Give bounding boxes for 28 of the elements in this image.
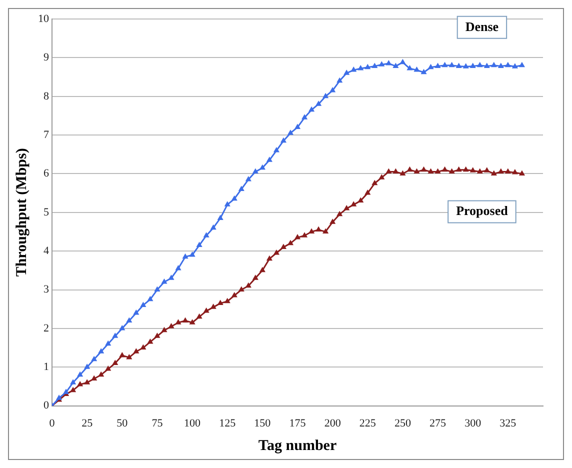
- x-tick-label: 300: [464, 417, 482, 430]
- y-tick-label: 3: [44, 284, 50, 296]
- y-tick-label: 2: [44, 322, 49, 334]
- x-tick-label: 225: [359, 417, 376, 430]
- x-tick-label: 25: [82, 417, 94, 430]
- x-tick-label: 250: [394, 417, 412, 430]
- x-tick-label: 150: [254, 417, 272, 430]
- x-tick-label: 125: [219, 417, 236, 430]
- x-tick-label: 75: [152, 417, 164, 430]
- y-tick-label: 9: [44, 52, 50, 64]
- x-tick-label: 325: [500, 417, 517, 430]
- text: Dense: [465, 18, 499, 34]
- y-tick-label: 1: [44, 361, 49, 374]
- x-tick-label: 200: [324, 417, 342, 430]
- x-axis-title: Tag number: [258, 438, 337, 454]
- y-axis-title: Throughput (Mbps): [14, 148, 30, 277]
- y-tick-label: 8: [44, 90, 50, 102]
- y-tick-label: 5: [44, 206, 50, 218]
- y-tick-label: 7: [44, 128, 50, 141]
- x-tick-label: 100: [184, 417, 202, 430]
- y-tick-label: 0: [44, 400, 50, 412]
- x-tick-label: 275: [430, 417, 447, 430]
- y-tick-label: 4: [44, 244, 50, 257]
- y-tick-label: 6: [44, 168, 50, 180]
- text: Proposed: [456, 203, 509, 218]
- y-tick-label: 10: [38, 12, 50, 25]
- x-tick-label: 175: [289, 417, 306, 430]
- x-tick-label: 50: [116, 417, 128, 430]
